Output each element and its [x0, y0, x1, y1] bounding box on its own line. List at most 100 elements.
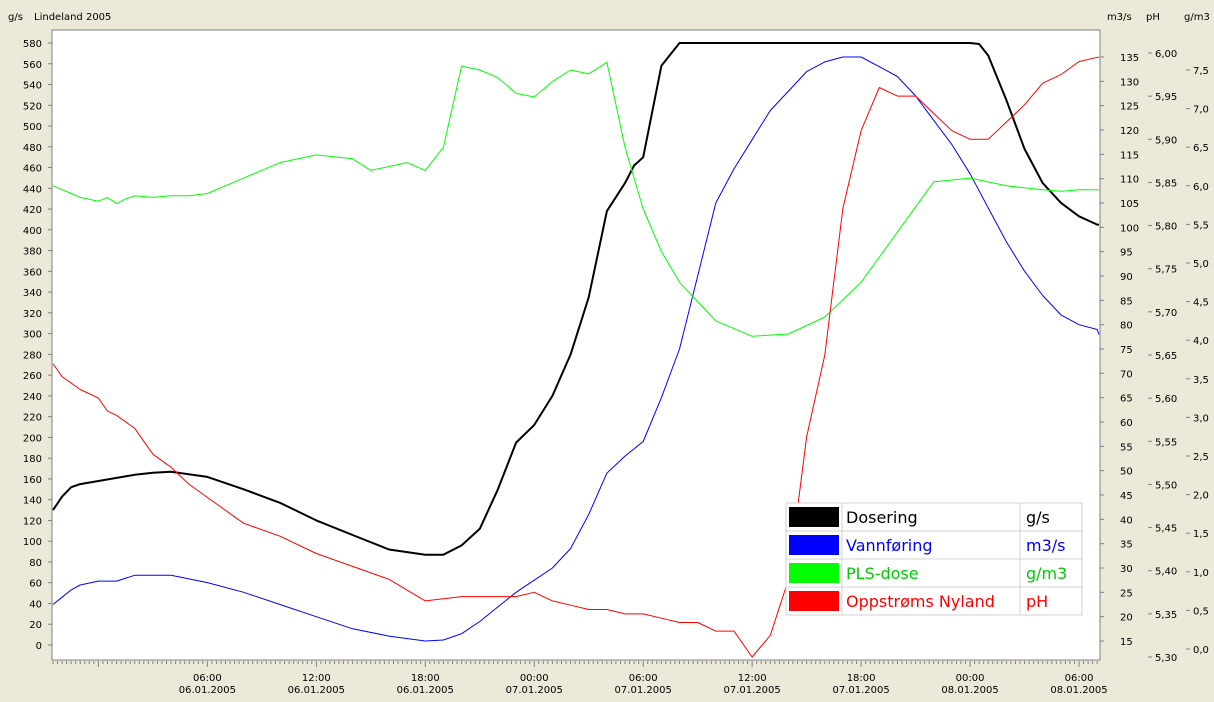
left-tick-label: 400	[23, 226, 42, 237]
left-tick-label: 460	[23, 164, 42, 175]
legend-series-name: Oppstrøms Nyland	[846, 592, 995, 611]
right1-tick-label: 50	[1120, 467, 1133, 478]
right3-tick-label: 6,5	[1193, 143, 1209, 154]
right2-tick-label: 5,65	[1155, 351, 1177, 362]
left-tick-label: 580	[23, 39, 42, 50]
right1-tick-label: 35	[1120, 540, 1133, 551]
legend-series-name: Vannføring	[846, 536, 933, 555]
right2-tick-label: 5,50	[1155, 480, 1177, 491]
right2-tick-label: 5,45	[1155, 524, 1177, 535]
left-tick-label: 300	[23, 330, 42, 341]
x-tick-date-label: 08.01.2005	[941, 685, 998, 696]
right3-tick-label: 5,0	[1193, 259, 1209, 270]
right1-tick-label: 115	[1120, 150, 1139, 161]
left-tick-label: 360	[23, 267, 42, 278]
left-tick-label: 0	[36, 641, 42, 652]
legend-swatch	[789, 507, 839, 527]
series-line-vannf-ring	[52, 56, 1100, 642]
right1-tick-label: 120	[1120, 126, 1139, 137]
right1-tick-label: 45	[1120, 491, 1133, 502]
left-tick-label: 380	[23, 247, 42, 258]
left-tick-label: 60	[29, 579, 42, 590]
right1-tick-label: 65	[1120, 394, 1133, 405]
x-tick-date-label: 06.01.2005	[397, 685, 454, 696]
right1-tick-label: 75	[1120, 345, 1133, 356]
right3-tick-label: 4,5	[1193, 298, 1209, 309]
right1-tick-label: 85	[1120, 296, 1133, 307]
series-line-oppstr-ms-nyland	[52, 56, 1099, 658]
right2-tick-label: 5,60	[1155, 394, 1177, 405]
right2-tick-label: 5,30	[1155, 653, 1177, 664]
legend-swatch	[789, 591, 839, 611]
left-tick-label: 100	[23, 537, 42, 548]
right1-tick-label: 40	[1120, 515, 1133, 526]
right2-tick-label: 5,80	[1155, 222, 1177, 233]
right3-tick-label: 3,0	[1193, 413, 1209, 424]
right3-tick-label: 5,5	[1193, 220, 1209, 231]
right1-tick-label: 55	[1120, 442, 1133, 453]
right2-axis-unit: pH	[1146, 12, 1160, 23]
left-tick-label: 200	[23, 433, 42, 444]
left-tick-label: 540	[23, 81, 42, 92]
x-tick-date-label: 06.01.2005	[179, 685, 236, 696]
right1-tick-label: 110	[1120, 175, 1139, 186]
left-tick-label: 480	[23, 143, 42, 154]
right2-tick-label: 6,00	[1155, 49, 1177, 60]
x-tick-time-label: 06:00	[629, 673, 658, 684]
right2-tick-label: 5,85	[1155, 178, 1177, 189]
left-tick-label: 260	[23, 371, 42, 382]
right1-tick-label: 100	[1120, 223, 1139, 234]
x-tick-date-label: 07.01.2005	[724, 685, 781, 696]
x-tick-date-label: 06.01.2005	[288, 685, 345, 696]
left-tick-label: 80	[29, 558, 42, 569]
x-tick-time-label: 12:00	[302, 673, 331, 684]
x-tick-date-label: 07.01.2005	[506, 685, 563, 696]
right2-tick-label: 5,75	[1155, 265, 1177, 276]
left-tick-label: 520	[23, 101, 42, 112]
left-tick-label: 440	[23, 184, 42, 195]
right1-axis-unit: m3/s	[1107, 12, 1132, 23]
right1-tick-label: 30	[1120, 564, 1133, 575]
left-tick-label: 500	[23, 122, 42, 133]
right2-tick-label: 5,90	[1155, 135, 1177, 146]
right1-tick-label: 80	[1120, 321, 1133, 332]
left-tick-label: 140	[23, 496, 42, 507]
right3-tick-label: 4,0	[1193, 336, 1209, 347]
left-tick-label: 160	[23, 475, 42, 486]
right1-tick-label: 20	[1120, 613, 1133, 624]
left-axis-unit: g/s	[8, 12, 23, 23]
right3-tick-label: 1,0	[1193, 568, 1209, 579]
x-tick-time-label: 00:00	[520, 673, 549, 684]
legend-swatch	[789, 535, 839, 555]
left-tick-label: 280	[23, 350, 42, 361]
x-tick-date-label: 07.01.2005	[615, 685, 672, 696]
right3-tick-label: 1,5	[1193, 529, 1209, 540]
right2-tick-label: 5,70	[1155, 308, 1177, 319]
left-tick-label: 180	[23, 454, 42, 465]
right3-tick-label: 6,0	[1193, 182, 1209, 193]
right2-tick-label: 5,55	[1155, 437, 1177, 448]
right1-tick-label: 60	[1120, 418, 1133, 429]
left-tick-label: 40	[29, 599, 42, 610]
right1-tick-label: 130	[1120, 77, 1139, 88]
right1-tick-label: 95	[1120, 248, 1133, 259]
legend-series-name: Dosering	[846, 508, 918, 527]
right3-tick-label: 7,5	[1193, 66, 1209, 77]
left-tick-label: 340	[23, 288, 42, 299]
right2-tick-label: 5,95	[1155, 92, 1177, 103]
left-tick-label: 20	[29, 620, 42, 631]
right1-tick-label: 135	[1120, 53, 1139, 64]
legend-series-unit: pH	[1026, 592, 1048, 611]
x-tick-date-label: 07.01.2005	[832, 685, 889, 696]
left-tick-label: 420	[23, 205, 42, 216]
right3-axis-unit: g/m3	[1184, 12, 1210, 23]
x-tick-time-label: 18:00	[411, 673, 440, 684]
right1-tick-label: 15	[1120, 637, 1133, 648]
legend-series-unit: g/m3	[1026, 564, 1067, 583]
x-tick-time-label: 18:00	[847, 673, 876, 684]
right1-tick-label: 125	[1120, 102, 1139, 113]
legend-series-unit: g/s	[1026, 508, 1050, 527]
right3-tick-label: 2,0	[1193, 491, 1209, 502]
x-tick-time-label: 12:00	[738, 673, 767, 684]
